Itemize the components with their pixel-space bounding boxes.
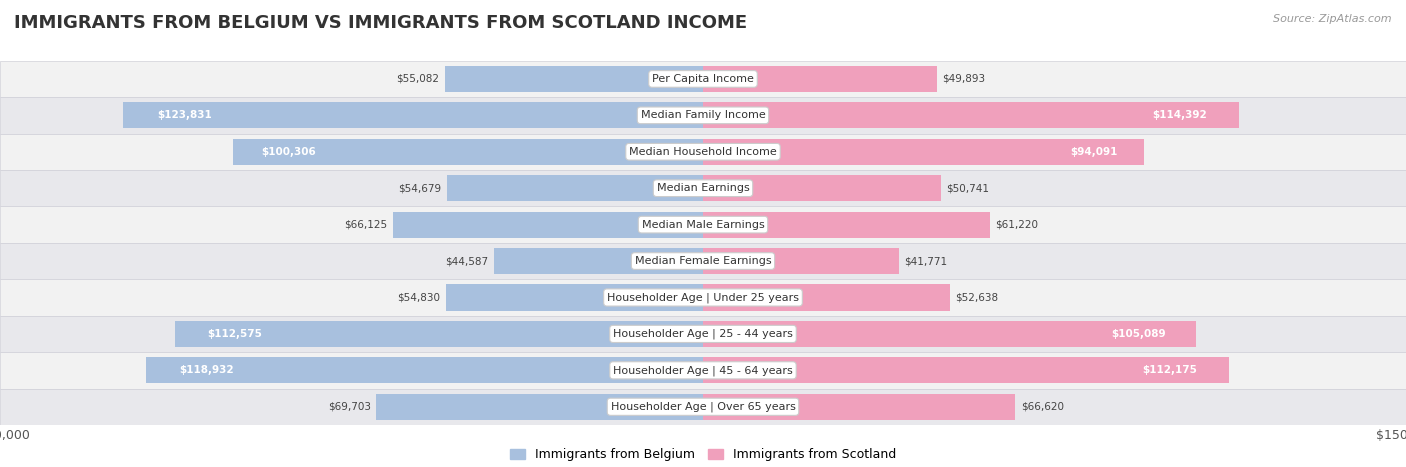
Bar	[176, 321, 703, 347]
Bar	[394, 212, 703, 238]
Text: Median Family Income: Median Family Income	[641, 110, 765, 120]
Text: Householder Age | 45 - 64 years: Householder Age | 45 - 64 years	[613, 365, 793, 375]
Bar	[703, 175, 941, 201]
Text: $66,125: $66,125	[344, 219, 388, 230]
FancyBboxPatch shape	[0, 389, 1406, 425]
Text: $100,306: $100,306	[262, 147, 316, 157]
FancyBboxPatch shape	[0, 206, 1406, 243]
Text: Median Earnings: Median Earnings	[657, 183, 749, 193]
Bar	[703, 321, 1195, 347]
Text: $55,082: $55,082	[396, 74, 439, 84]
Text: Source: ZipAtlas.com: Source: ZipAtlas.com	[1274, 14, 1392, 24]
Text: $66,620: $66,620	[1021, 402, 1064, 412]
Bar	[146, 357, 703, 383]
Text: Median Female Earnings: Median Female Earnings	[634, 256, 772, 266]
Text: Median Household Income: Median Household Income	[628, 147, 778, 157]
Bar	[377, 394, 703, 420]
Text: Householder Age | Under 25 years: Householder Age | Under 25 years	[607, 292, 799, 303]
Text: $94,091: $94,091	[1070, 147, 1118, 157]
Bar	[444, 66, 703, 92]
Text: $41,771: $41,771	[904, 256, 948, 266]
Bar	[122, 102, 703, 128]
Text: Median Male Earnings: Median Male Earnings	[641, 219, 765, 230]
Text: $50,741: $50,741	[946, 183, 990, 193]
Text: $114,392: $114,392	[1152, 110, 1206, 120]
Text: $54,679: $54,679	[398, 183, 441, 193]
FancyBboxPatch shape	[0, 61, 1406, 97]
Text: $118,932: $118,932	[179, 365, 233, 375]
Bar	[703, 66, 936, 92]
FancyBboxPatch shape	[0, 316, 1406, 352]
Text: $44,587: $44,587	[446, 256, 488, 266]
Bar	[703, 212, 990, 238]
Bar	[703, 284, 949, 311]
Text: Householder Age | 25 - 44 years: Householder Age | 25 - 44 years	[613, 329, 793, 339]
Text: Per Capita Income: Per Capita Income	[652, 74, 754, 84]
Bar	[703, 394, 1015, 420]
Text: Householder Age | Over 65 years: Householder Age | Over 65 years	[610, 402, 796, 412]
FancyBboxPatch shape	[0, 352, 1406, 389]
Bar	[703, 102, 1239, 128]
Text: $105,089: $105,089	[1111, 329, 1166, 339]
FancyBboxPatch shape	[0, 170, 1406, 206]
FancyBboxPatch shape	[0, 134, 1406, 170]
FancyBboxPatch shape	[0, 279, 1406, 316]
Bar	[703, 357, 1229, 383]
FancyBboxPatch shape	[0, 97, 1406, 134]
Bar	[446, 284, 703, 311]
Text: $61,220: $61,220	[995, 219, 1039, 230]
Bar	[703, 139, 1144, 165]
Bar	[703, 248, 898, 274]
Text: $69,703: $69,703	[328, 402, 371, 412]
Text: $112,575: $112,575	[207, 329, 262, 339]
FancyBboxPatch shape	[0, 243, 1406, 279]
Text: $54,830: $54,830	[398, 292, 440, 303]
Legend: Immigrants from Belgium, Immigrants from Scotland: Immigrants from Belgium, Immigrants from…	[505, 443, 901, 466]
Text: $123,831: $123,831	[157, 110, 212, 120]
Text: $49,893: $49,893	[942, 74, 986, 84]
Bar	[233, 139, 703, 165]
Text: $52,638: $52,638	[955, 292, 998, 303]
Text: IMMIGRANTS FROM BELGIUM VS IMMIGRANTS FROM SCOTLAND INCOME: IMMIGRANTS FROM BELGIUM VS IMMIGRANTS FR…	[14, 14, 747, 32]
Text: $112,175: $112,175	[1142, 365, 1197, 375]
Bar	[494, 248, 703, 274]
Bar	[447, 175, 703, 201]
